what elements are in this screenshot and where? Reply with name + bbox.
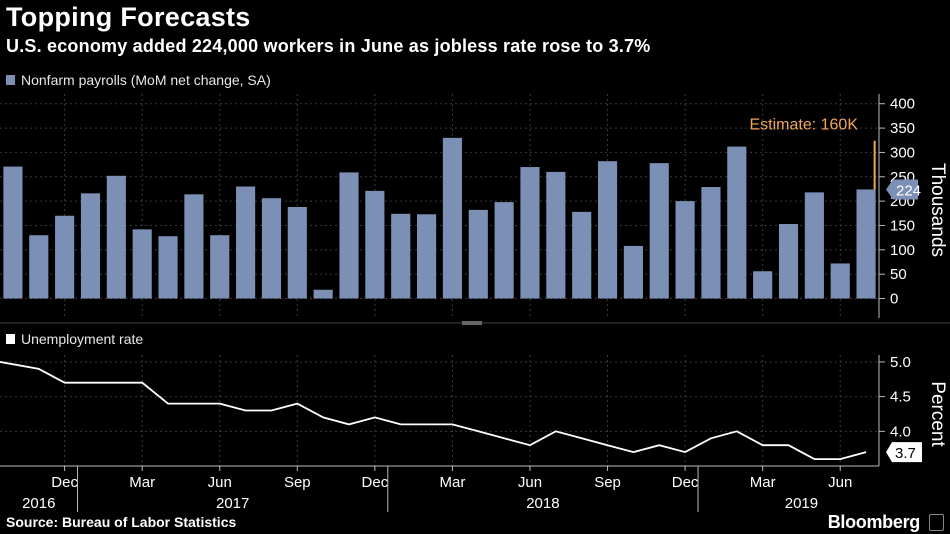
x-month-label: Mar — [440, 474, 466, 491]
unemployment-value-tag — [886, 442, 922, 463]
y-tick-label: 50 — [890, 266, 907, 283]
y-tick-label: 100 — [890, 242, 915, 259]
payroll-bar — [623, 245, 643, 299]
estimate-label: Estimate: 160K — [750, 117, 859, 134]
x-month-label: Sep — [284, 474, 311, 491]
payroll-bar — [804, 192, 824, 299]
payroll-bar — [158, 236, 178, 299]
payroll-bar — [313, 289, 333, 299]
payroll-bar — [236, 186, 256, 299]
x-month-label: Jun — [208, 474, 232, 491]
x-month-label: Mar — [750, 474, 776, 491]
unemployment-legend-label: Unemployment rate — [21, 331, 144, 347]
source-note: Source: Bureau of Labor Statistics — [6, 514, 237, 530]
payroll-bar — [184, 194, 204, 299]
payroll-bar — [29, 235, 49, 299]
unemployment-legend-swatch — [6, 334, 15, 344]
payroll-bar — [80, 193, 101, 299]
x-month-label: Dec — [51, 474, 78, 491]
payroll-bar — [339, 172, 359, 299]
payroll-bar — [856, 189, 876, 299]
payroll-bar — [830, 263, 850, 299]
y-tick-label: 4.5 — [890, 389, 911, 406]
y-tick-label: 350 — [890, 120, 915, 137]
y-tick-label: 0 — [890, 291, 898, 308]
payrolls-legend: Nonfarm payrolls (MoM net change, SA) — [6, 72, 271, 88]
payroll-bar — [649, 163, 669, 299]
chart-title: Topping Forecasts — [6, 2, 251, 32]
payroll-bar — [494, 202, 514, 299]
x-year-label: 2017 — [216, 495, 249, 512]
unemployment-value-label: 3.7 — [895, 445, 916, 462]
payroll-bar — [391, 213, 411, 299]
payroll-bar — [546, 171, 566, 299]
payrolls-legend-label: Nonfarm payrolls (MoM net change, SA) — [21, 72, 271, 88]
payroll-bar — [55, 215, 75, 299]
x-month-label: Jun — [518, 474, 542, 491]
payroll-bar — [287, 206, 307, 299]
payroll-bar — [701, 187, 721, 299]
y-tick-label: 150 — [890, 217, 915, 234]
x-month-label: Mar — [129, 474, 155, 491]
payroll-bar — [132, 229, 152, 299]
unemployment-y-axis-title: Percent — [927, 381, 948, 447]
terminal-icon — [929, 514, 944, 531]
y-tick-label: 5.0 — [890, 354, 911, 371]
payroll-bar — [417, 214, 437, 299]
payroll-bar — [261, 198, 282, 299]
unemployment-line — [0, 361, 867, 460]
x-month-label: Jun — [828, 474, 852, 491]
x-month-label: Dec — [362, 474, 389, 491]
payroll-bar — [442, 137, 462, 299]
payroll-bar — [597, 161, 618, 299]
y-tick-label: 300 — [890, 144, 915, 161]
payroll-bar — [3, 166, 23, 299]
y-tick-label: 4.0 — [890, 423, 911, 440]
payroll-bar — [572, 211, 592, 299]
panel-resize-handle — [462, 321, 482, 325]
payroll-value-tag — [886, 179, 918, 200]
payroll-bar — [106, 175, 126, 299]
payroll-value-label: 224 — [896, 182, 921, 199]
payroll-y-axis-title: Thousands — [927, 163, 948, 257]
x-year-label: 2018 — [526, 495, 559, 512]
x-month-label: Dec — [672, 474, 699, 491]
payrolls-legend-swatch — [6, 75, 15, 85]
payroll-bar — [675, 201, 695, 299]
unemployment-legend: Unemployment rate — [6, 331, 143, 347]
x-year-label: 2016 — [22, 495, 55, 512]
payroll-bar — [753, 271, 773, 299]
chart-subtitle: U.S. economy added 224,000 workers in Ju… — [6, 36, 651, 56]
payroll-bar — [727, 146, 747, 299]
x-year-label: 2019 — [785, 495, 818, 512]
x-month-label: Sep — [594, 474, 621, 491]
payroll-bar — [365, 190, 385, 299]
bloomberg-logo: Bloomberg — [827, 512, 921, 532]
payroll-bar — [210, 235, 230, 299]
payroll-bar — [778, 224, 799, 299]
payroll-bar — [520, 167, 540, 299]
y-tick-label: 400 — [890, 96, 915, 113]
payroll-bar — [468, 209, 488, 299]
